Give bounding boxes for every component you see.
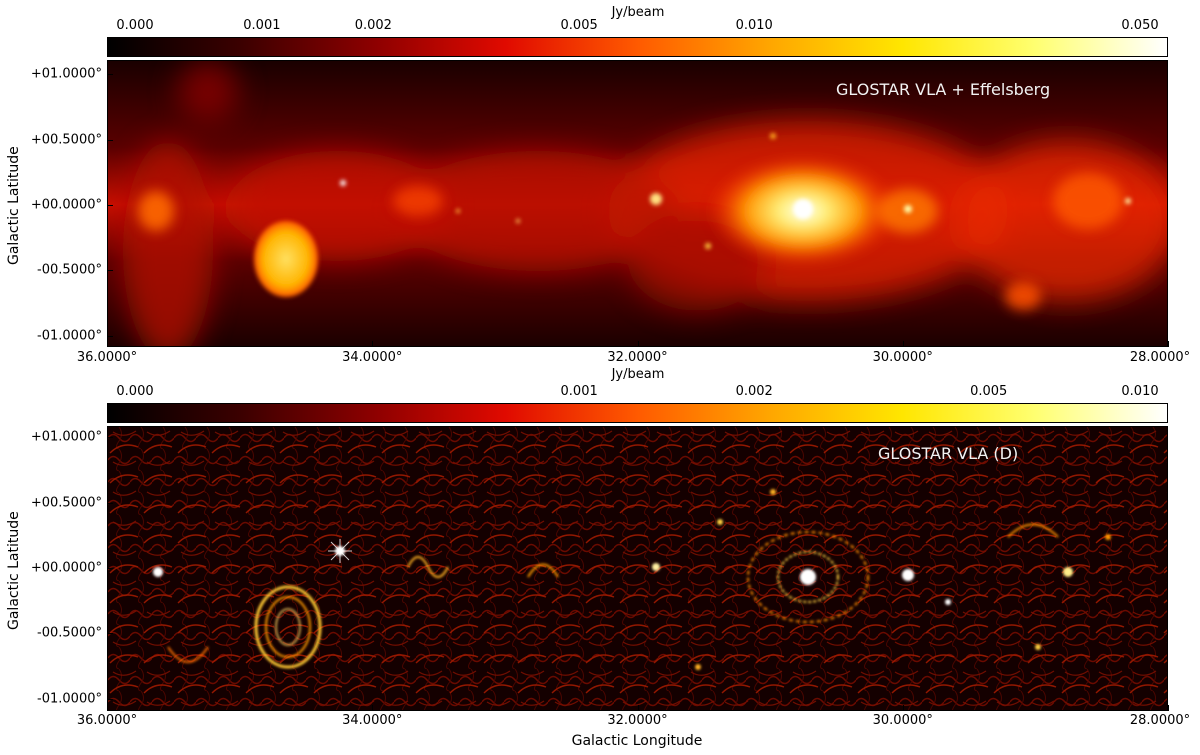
- y-tick-label: -00.5000°: [37, 262, 102, 278]
- x-tick-label: 30.0000°: [872, 713, 933, 728]
- colorbar-tick-label: 0.005: [970, 384, 1008, 399]
- x-tick-label: 36.0000°: [76, 350, 138, 365]
- top-panel-label: GLOSTAR VLA + Effelsberg: [836, 80, 1051, 99]
- y-tick-label: +01.0000°: [30, 66, 102, 82]
- bottom-colorbar: [107, 403, 1168, 423]
- colorbar-tick-label: 0.000: [116, 384, 154, 399]
- y-tick-label: -01.0000°: [37, 691, 102, 707]
- colorbar-tick-label: 0.001: [243, 18, 281, 33]
- x-tick-label: 36.0000°: [76, 713, 138, 728]
- y-tick-label: +00.5000°: [30, 495, 102, 511]
- x-tickmark: [1168, 341, 1169, 347]
- x-tickmark: [372, 705, 374, 711]
- x-tick-label: 34.0000°: [342, 713, 403, 728]
- top-radio-map: [108, 61, 1167, 346]
- x-tick-label: 30.0000°: [872, 350, 933, 365]
- x-tickmark: [637, 705, 639, 711]
- colorbar-tick-label: 0.000: [116, 18, 154, 33]
- top-colorbar: [107, 37, 1168, 57]
- y-tick-label: -00.5000°: [37, 625, 102, 641]
- y-tickmark: [107, 503, 113, 504]
- x-tick-label: 34.0000°: [342, 350, 403, 365]
- y-tickmark: [107, 633, 113, 634]
- y-tickmark: [107, 270, 113, 271]
- y-tick-label: +01.0000°: [30, 429, 102, 445]
- x-tick-label: 32.0000°: [607, 713, 668, 728]
- x-tickmark: [372, 341, 374, 347]
- y-tickmark: [107, 74, 113, 75]
- bottom-x-axis-title: Galactic Longitude: [571, 733, 703, 749]
- bottom-panel-label: GLOSTAR VLA (D): [878, 444, 1019, 463]
- y-tick-label: +00.0000°: [30, 197, 102, 213]
- x-tickmark: [902, 705, 904, 711]
- y-tick-label: +00.5000°: [30, 132, 102, 148]
- y-tickmark: [107, 336, 113, 337]
- y-tick-label: +00.0000°: [30, 560, 102, 576]
- colorbar-tick-label: 0.010: [735, 18, 773, 33]
- colorbar-tick-label: 0.005: [560, 18, 598, 33]
- colorbar-tick-label: 0.002: [735, 384, 773, 399]
- y-tickmark: [107, 140, 113, 141]
- bottom-image-panel: [107, 426, 1168, 711]
- colorbar-tick-label: 0.050: [1121, 18, 1159, 33]
- y-tick-label: -01.0000°: [37, 328, 102, 344]
- y-tickmark: [107, 205, 113, 206]
- x-tickmark: [637, 341, 639, 347]
- x-tickmark: [107, 341, 108, 347]
- top-y-axis-title: Galactic Latitude: [6, 146, 22, 265]
- x-tickmark: [107, 705, 108, 711]
- top-colorbar-unit: Jy/beam: [611, 5, 665, 20]
- colorbar-tick-label: 0.010: [1121, 384, 1159, 399]
- colorbar-tick-label: 0.001: [560, 384, 598, 399]
- bottom-radio-map: [108, 427, 1167, 710]
- x-tickmark: [902, 341, 904, 347]
- y-tickmark: [107, 699, 113, 700]
- bottom-colorbar-unit: Jy/beam: [611, 367, 665, 382]
- colorbar-tick-label: 0.002: [354, 18, 392, 33]
- bottom-y-axis-title: Galactic Latitude: [6, 511, 22, 630]
- top-image-panel: [107, 60, 1168, 347]
- y-tickmark: [107, 437, 113, 438]
- x-tick-label: 32.0000°: [607, 350, 668, 365]
- x-tick-label: 28.0000°: [1129, 350, 1191, 365]
- x-tickmark: [1168, 705, 1169, 711]
- y-tickmark: [107, 568, 113, 569]
- x-tick-label: 28.0000°: [1129, 713, 1191, 728]
